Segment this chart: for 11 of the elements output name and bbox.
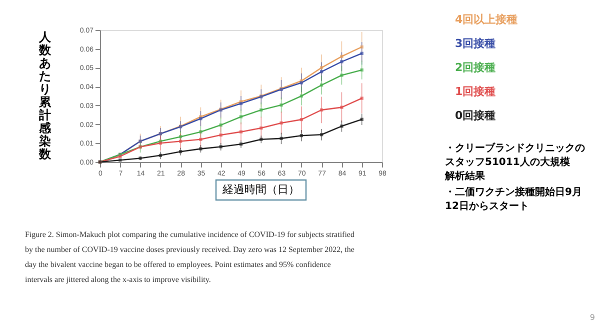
text: 3回接種 (455, 37, 496, 50)
x-axis-title: 経過時間（日） (222, 183, 300, 196)
text: ・二価ワクチン接種開始日9月12日からスタート (445, 186, 582, 212)
text: 人数あたり累計感染数 (39, 30, 51, 161)
text: 0回接種 (455, 109, 496, 122)
text: 9 (590, 313, 595, 322)
text: 2回接種 (455, 61, 496, 74)
text: ・クリーブランドクリニックのスタッフ51011人の大規模解析結果 (444, 142, 585, 182)
text: 4回以上接種 (455, 13, 518, 26)
text: 1回接種 (455, 85, 496, 98)
caption: Figure 2. Simon-Makuch plot comparing the cumulative incidence of COVID-19 for subjects stratified by the number of COVID-19 vaccine doses previously received. Day zero was 12 September 2022, the day the bivalent vaccine began to be offered to employees. Point estimates and 95% confidence intervals are jittered along the x-axis to improve visibility. (25, 230, 355, 284)
